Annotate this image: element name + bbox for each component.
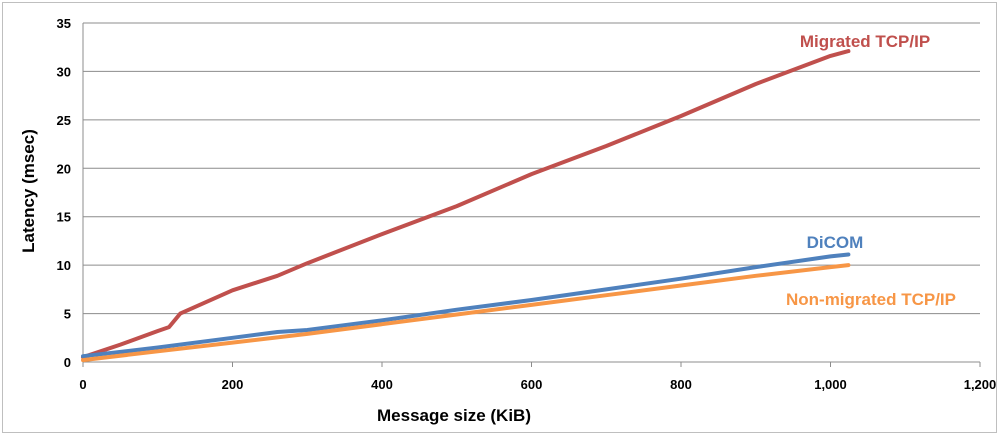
y-tick-label: 20 (57, 161, 71, 176)
tick-labels: 0 5 10 15 20 25 30 35 0 200 400 600 800 1,000 1,200 (57, 16, 997, 392)
x-tick-label: 400 (371, 377, 393, 392)
x-tick-label: 1,200 (964, 377, 997, 392)
gridlines (83, 22, 980, 315)
x-tick-label: 600 (521, 377, 543, 392)
y-axis-title: Latency (msec) (19, 129, 38, 253)
series-label-dicom: DiCOM (807, 233, 864, 252)
series-lines (81, 49, 851, 363)
x-axis-title: Message size (KiB) (377, 406, 531, 425)
x-tick-label: 800 (670, 377, 692, 392)
y-tick-label: 0 (64, 355, 71, 370)
series-label-migrated-tcpip: Migrated TCP/IP (800, 32, 930, 51)
series-line-non-migrated-tcpip (81, 263, 851, 363)
y-tick-label: 10 (57, 258, 71, 273)
x-tick-label: 200 (222, 377, 244, 392)
y-tick-label: 35 (57, 16, 71, 31)
y-tick-label: 15 (57, 210, 71, 225)
x-tick-label: 1,000 (814, 377, 847, 392)
series-line-dicom (81, 252, 851, 359)
y-tick-label: 30 (57, 64, 71, 79)
series-labels: Migrated TCP/IP DiCOM Non-migrated TCP/IP (786, 32, 956, 309)
x-tick-label: 0 (79, 377, 86, 392)
y-tick-label: 5 (64, 307, 71, 322)
series-label-non-migrated-tcpip: Non-migrated TCP/IP (786, 290, 956, 309)
axes (82, 23, 981, 367)
line-chart: 0 5 10 15 20 25 30 35 0 200 400 600 800 1,000 1,200 Mi… (19, 16, 997, 425)
y-tick-label: 25 (57, 113, 71, 128)
series-line-migrated-tcpip (81, 49, 851, 360)
